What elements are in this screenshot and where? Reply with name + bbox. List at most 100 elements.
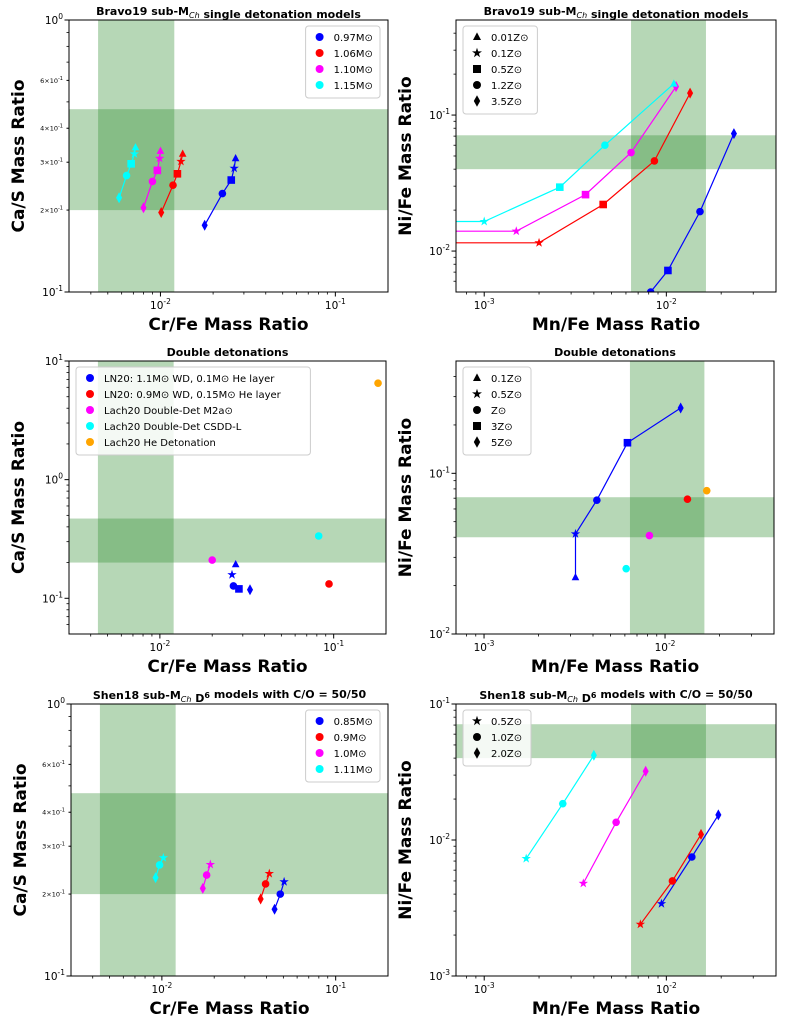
legend-marker xyxy=(473,422,481,430)
legend-marker xyxy=(472,715,482,726)
legend-label: Lach20 He Detonation xyxy=(104,438,216,449)
legend: 0.1Z⊙ 0.5Z⊙ Z⊙ 3Z⊙ 5Z⊙ xyxy=(462,366,532,456)
legend-label: Lach20 Double-Det M2a⊙ xyxy=(104,406,233,417)
y-tick-label: 4×10-1 xyxy=(40,124,63,133)
data-point xyxy=(205,859,216,869)
legend-marker xyxy=(473,32,481,40)
y-tick-label: 10-1 xyxy=(429,696,450,711)
legend-marker xyxy=(315,749,324,757)
data-point xyxy=(645,531,654,540)
x-axis-label: Mn/Fe Mass Ratio xyxy=(532,315,700,335)
data-point xyxy=(325,580,333,588)
y-tick-label: 100 xyxy=(47,696,65,711)
x-tick-label: 10-3 xyxy=(474,297,495,312)
legend: 0.01Z⊙ 0.1Z⊙ 0.5Z⊙ 1.2Z⊙ 3.5Z⊙ xyxy=(462,25,538,115)
chart-title: Shen18 sub-MCh D6 models with C/O = 50/5… xyxy=(479,688,753,705)
data-point xyxy=(264,868,274,878)
y-tick-label: 10-1 xyxy=(42,284,63,299)
chart-title: Bravo19 sub-MCh single detonation models xyxy=(96,5,361,21)
data-point xyxy=(276,890,285,898)
chart-panel-5: 10-2 10-1 10-1 100 2×10-1 3×10-1 4×10-1 6×10-1 C… xyxy=(11,688,389,1019)
x-tick-label: 10-3 xyxy=(474,639,495,654)
data-point xyxy=(169,181,177,189)
x-tick-label: 10-2 xyxy=(656,981,677,996)
x-tick-label: 10-1 xyxy=(323,639,344,654)
legend-label: Lach20 Double-Det CSDD-L xyxy=(104,422,242,433)
plot-area xyxy=(71,704,388,976)
legend-marker xyxy=(472,47,482,58)
data-point xyxy=(154,153,165,163)
legend-marker xyxy=(86,422,94,430)
data-point xyxy=(479,216,489,226)
legend-label: Z⊙ xyxy=(491,406,506,417)
data-point xyxy=(229,163,239,173)
data-point xyxy=(730,128,737,140)
y-tick-label: 100 xyxy=(45,472,63,487)
data-point xyxy=(208,556,216,564)
legend-box xyxy=(462,709,532,767)
data-point xyxy=(590,749,597,761)
legend-marker xyxy=(315,49,324,57)
legend-label: 1.2Z⊙ xyxy=(491,81,522,92)
chart-panel-6: 10-3 10-2 10-3 10-2 10-1 Mn/Fe Mass Ratio Ni/F… xyxy=(396,688,777,1019)
data-point xyxy=(374,379,382,387)
axes-frame xyxy=(455,360,775,635)
legend-label: 0.5Z⊙ xyxy=(491,717,522,728)
y-tick-label: 100 xyxy=(45,12,63,27)
axes-frame xyxy=(70,703,389,977)
legend-marker xyxy=(473,747,481,759)
legend-marker xyxy=(473,733,481,741)
data-point xyxy=(650,157,659,165)
data-point xyxy=(131,143,140,151)
data-point xyxy=(668,877,677,885)
x-tick-label: 10-2 xyxy=(151,981,172,996)
data-point xyxy=(656,898,667,908)
data-point xyxy=(664,266,672,275)
data-point xyxy=(152,872,159,884)
chart-title: Bravo19 sub-MCh single detonation models xyxy=(484,5,749,21)
x-axis-label: Cr/Fe Mass Ratio xyxy=(149,999,309,1019)
data-point xyxy=(511,226,521,236)
data-point xyxy=(155,861,164,869)
legend: 0.5Z⊙ 1.0Z⊙ 2.0Z⊙ xyxy=(462,709,532,767)
data-point xyxy=(314,532,323,540)
data-point xyxy=(227,176,236,184)
data-point xyxy=(715,809,722,821)
horizontal-band xyxy=(456,135,776,170)
vertical-band xyxy=(631,20,706,292)
chart-panel-3: 10-2 10-1 10-1 100 101 Cr/Fe Mass Ratio Ca/S M… xyxy=(9,346,387,677)
legend-label: 1.0Z⊙ xyxy=(491,733,522,744)
legend: 0.85M⊙ 0.9M⊙ 1.0M⊙ 1.11M⊙ xyxy=(305,709,381,783)
y-axis-label: Ni/Fe Mass Ratio xyxy=(396,760,416,919)
legend: 0.97M⊙ 1.06M⊙ 1.10M⊙ 1.15M⊙ xyxy=(305,25,381,99)
legend-marker xyxy=(473,406,481,414)
legend-marker xyxy=(473,95,481,107)
y-axis-label: Ni/Fe Mass Ratio xyxy=(396,76,416,235)
y-tick-label: 101 xyxy=(45,353,63,368)
legend-label: 1.0M⊙ xyxy=(334,749,367,760)
horizontal-band xyxy=(69,518,386,563)
legend-marker xyxy=(473,373,481,381)
data-point xyxy=(635,919,646,929)
x-axis-label: Cr/Fe Mass Ratio xyxy=(147,657,307,677)
data-point xyxy=(122,171,131,180)
data-point xyxy=(178,149,187,157)
data-point xyxy=(148,177,157,186)
legend-label: LN20: 1.1M⊙ WD, 0.1M⊙ He layer xyxy=(104,374,275,385)
legend: LN20: 1.1M⊙ WD, 0.1M⊙ He layer LN20: 0.9M… xyxy=(75,366,311,456)
legend-marker xyxy=(472,388,482,399)
data-point xyxy=(261,880,270,888)
legend-label: 0.1Z⊙ xyxy=(491,374,522,385)
legend-marker xyxy=(315,765,324,773)
y-tick-label: 2×10-1 xyxy=(42,890,65,899)
data-point xyxy=(227,569,237,579)
data-point xyxy=(231,560,240,568)
data-point xyxy=(218,189,227,198)
legend-label: 0.5Z⊙ xyxy=(491,390,522,401)
legend-label: 5Z⊙ xyxy=(491,438,513,449)
y-axis-label: Ni/Fe Mass Ratio xyxy=(396,418,416,577)
data-point xyxy=(534,237,544,247)
data-point xyxy=(173,169,182,178)
data-point xyxy=(601,141,609,150)
